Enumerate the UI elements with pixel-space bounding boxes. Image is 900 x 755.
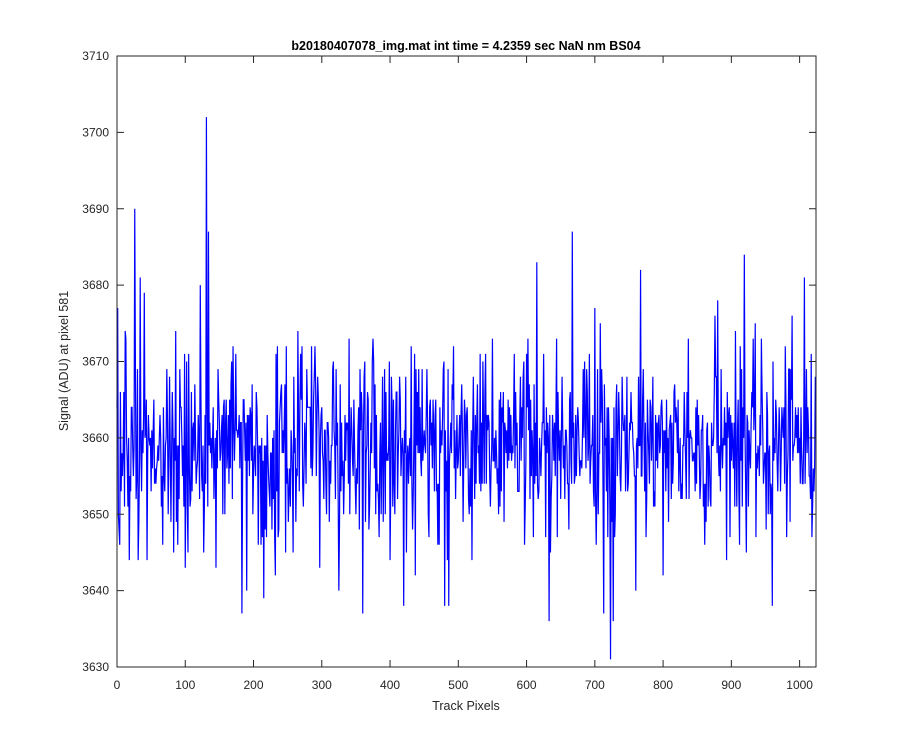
y-tick-label: 3710 (82, 49, 109, 63)
y-tick-label: 3650 (82, 507, 109, 521)
axes-layer: 0 100 200 300 400 500 600 700 800 900 1000 3630 3640… (82, 49, 817, 692)
series-layer (116, 117, 816, 660)
x-tick-label: 400 (380, 678, 400, 692)
x-axis-label: Track Pixels (432, 699, 500, 713)
x-tick-label: 500 (448, 678, 468, 692)
y-axis-label: Signal (ADU) at pixel 581 (57, 291, 71, 431)
y-tick-label: 3670 (82, 355, 109, 369)
chart-title: b20180407078_img.mat int time = 4.2359 s… (291, 39, 640, 53)
x-tick-label: 900 (721, 678, 741, 692)
x-tick-label: 1000 (786, 678, 813, 692)
x-tick-label: 700 (585, 678, 605, 692)
x-tick-label: 100 (175, 678, 195, 692)
y-tick-label: 3640 (82, 584, 109, 598)
x-tick-label: 800 (653, 678, 673, 692)
x-tick-label: 200 (244, 678, 264, 692)
y-tick-label: 3690 (82, 202, 109, 216)
series-line (116, 117, 816, 660)
plot-area (117, 56, 816, 667)
x-tick-label: 300 (312, 678, 332, 692)
y-tick-label: 3660 (82, 431, 109, 445)
y-tick-label: 3680 (82, 278, 109, 292)
y-tick-label: 3630 (82, 660, 109, 674)
x-tick-label: 0 (114, 678, 121, 692)
y-tick-label: 3700 (82, 125, 109, 139)
x-tick-label: 600 (517, 678, 537, 692)
